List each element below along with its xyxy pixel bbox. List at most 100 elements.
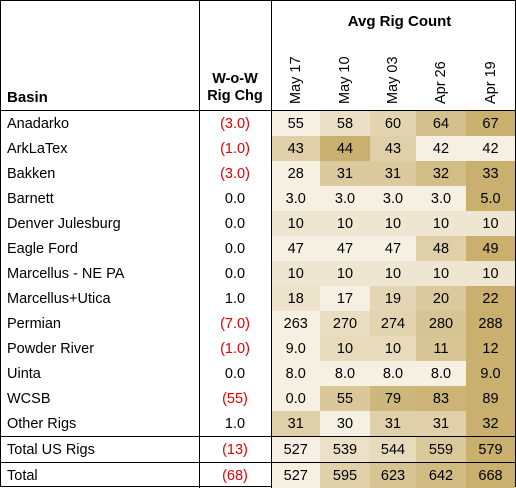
wow-label-line1: W-o-W (200, 71, 271, 88)
wow-change-value: (3.0) (199, 161, 271, 186)
rig-count-cell: 11 (416, 336, 466, 361)
rig-count-cell: 10 (320, 261, 370, 286)
basin-name: WCSB (1, 386, 199, 411)
rig-count-cell: 10 (320, 211, 370, 236)
rig-count-cell: 3.0 (416, 186, 466, 211)
basin-name: Total US Rigs (1, 437, 199, 463)
rig-count-cell: 43 (271, 136, 320, 161)
rig-count-cell: 642 (416, 463, 466, 488)
rig-count-cell: 274 (370, 311, 416, 336)
rig-count-cell: 10 (416, 211, 466, 236)
rig-count-cell: 47 (320, 236, 370, 261)
rig-count-cell: 31 (416, 411, 466, 437)
rig-count-cell: 22 (466, 286, 515, 311)
basin-name: Uinta (1, 361, 199, 386)
basin-name: Marcellus - NE PA (1, 261, 199, 286)
rig-count-cell: 32 (466, 411, 515, 437)
rig-count-cell: 18 (271, 286, 320, 311)
wow-change-value: (1.0) (199, 336, 271, 361)
basin-name: Powder River (1, 336, 199, 361)
basin-name: Marcellus+Utica (1, 286, 199, 311)
rig-count-cell: 544 (370, 437, 416, 463)
rig-count-cell: 10 (370, 261, 416, 286)
rig-count-cell: 10 (271, 261, 320, 286)
wow-change-value: (68) (199, 463, 271, 488)
rig-count-cell: 42 (416, 136, 466, 161)
rig-count-cell: 3.0 (320, 186, 370, 211)
rig-count-cell: 19 (370, 286, 416, 311)
rig-count-cell: 559 (416, 437, 466, 463)
rig-count-cell: 17 (320, 286, 370, 311)
rig-count-cell: 0.0 (271, 386, 320, 411)
rig-count-cell: 595 (320, 463, 370, 488)
rig-count-cell: 10 (271, 211, 320, 236)
rig-count-cell: 8.0 (320, 361, 370, 386)
rig-count-cell: 12 (466, 336, 515, 361)
rig-count-cell: 10 (320, 336, 370, 361)
rig-count-cell: 43 (370, 136, 416, 161)
rig-count-cell: 42 (466, 136, 515, 161)
basin-name: ArkLaTex (1, 136, 199, 161)
rig-count-cell: 10 (466, 211, 515, 236)
rig-count-cell: 527 (271, 463, 320, 488)
basin-name: Permian (1, 311, 199, 336)
rig-count-cell: 288 (466, 311, 515, 336)
rig-count-cell: 31 (370, 411, 416, 437)
wow-change-value: (13) (199, 437, 271, 463)
rig-count-cell: 55 (271, 111, 320, 137)
wow-change-value: 1.0 (199, 286, 271, 311)
rig-count-cell: 8.0 (370, 361, 416, 386)
rig-count-cell: 668 (466, 463, 515, 488)
week-label: Apr 19 (483, 44, 499, 104)
basin-name: Denver Julesburg (1, 211, 199, 236)
rig-count-cell: 539 (320, 437, 370, 463)
rig-count-cell: 10 (466, 261, 515, 286)
rig-count-cell: 48 (416, 236, 466, 261)
header-row: Basin W-o-W Rig Chg May 17 May 10 May 03… (1, 1, 515, 111)
rig-count-cell: 47 (271, 236, 320, 261)
rig-count-cell: 31 (271, 411, 320, 437)
rig-count-cell: 89 (466, 386, 515, 411)
rig-count-cell: 5.0 (466, 186, 515, 211)
wow-change-value: (7.0) (199, 311, 271, 336)
wow-change-value: (1.0) (199, 136, 271, 161)
rig-count-cell: 280 (416, 311, 466, 336)
rig-count-cell: 44 (320, 136, 370, 161)
week-header-3: Apr 26 (416, 1, 466, 111)
rig-count-cell: 64 (416, 111, 466, 137)
rig-count-cell: 8.0 (416, 361, 466, 386)
rig-count-cell: 32 (416, 161, 466, 186)
week-label: May 03 (385, 44, 401, 104)
rig-count-cell: 10 (370, 336, 416, 361)
rig-count-cell: 10 (416, 261, 466, 286)
rig-count-cell: 67 (466, 111, 515, 137)
week-label: May 10 (337, 44, 353, 104)
rig-count-cell: 527 (271, 437, 320, 463)
rig-count-cell: 3.0 (271, 186, 320, 211)
rig-count-cell: 33 (466, 161, 515, 186)
wow-change-value: 0.0 (199, 186, 271, 211)
rig-count-cell: 58 (320, 111, 370, 137)
basin-column-header: Basin (1, 1, 199, 111)
rig-count-cell: 30 (320, 411, 370, 437)
wow-label-line2: Rig Chg (200, 88, 271, 105)
wow-change-value: (3.0) (199, 111, 271, 137)
week-label: May 17 (288, 44, 304, 104)
week-header-4: Apr 19 (466, 1, 515, 111)
rig-count-cell: 10 (370, 211, 416, 236)
rig-count-cell: 3.0 (370, 186, 416, 211)
week-header-1: May 10 (320, 1, 370, 111)
week-header-2: May 03 (370, 1, 416, 111)
